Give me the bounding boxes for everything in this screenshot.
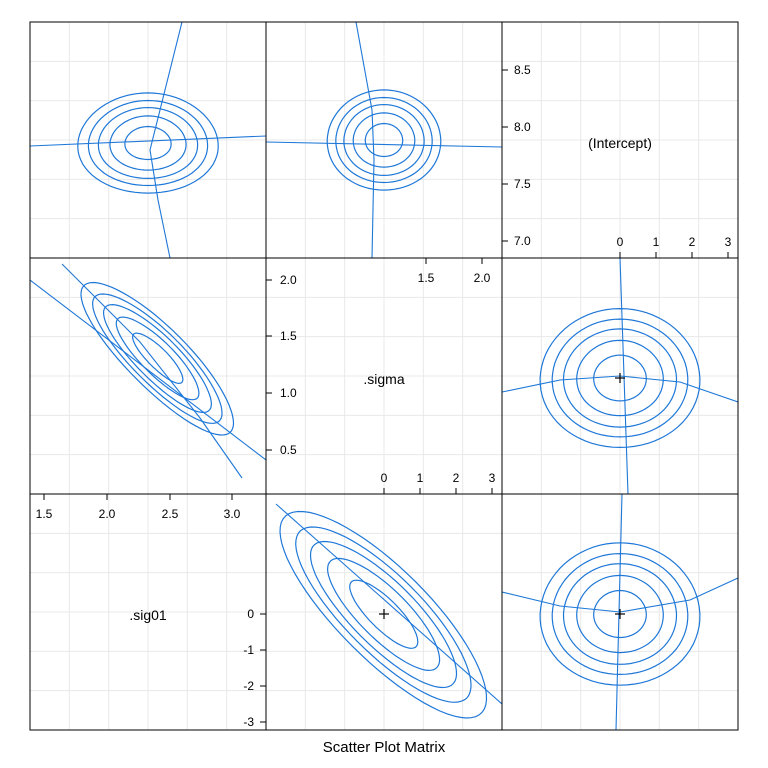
contour-sig01-intercept	[77, 92, 219, 194]
tick-label-sigma-zeta: 3	[489, 471, 496, 485]
tick-label-intercept-zeta: 3	[725, 235, 732, 249]
contour-zeta-sig01-sigma	[309, 540, 458, 689]
profile-trace	[30, 279, 266, 461]
panel-plot-area	[275, 503, 502, 719]
tick-label-sig01-zeta: -1	[243, 643, 254, 657]
contour-sig01-intercept	[124, 125, 172, 161]
tick-label-intercept-zeta: 0	[617, 235, 624, 249]
contour-zeta-sig01-sigma	[279, 510, 488, 719]
contour-zeta-sig01-sigma	[295, 526, 472, 703]
panel-plot-area	[30, 22, 266, 258]
contour-zeta-sig01-intercept	[551, 552, 689, 676]
contour-zeta-intercept-sigma	[562, 328, 678, 428]
contour-zeta-sig01-intercept	[593, 589, 647, 639]
tick-label-sigma-zeta: 0	[381, 471, 388, 485]
var-label-intercept: (Intercept)	[588, 135, 652, 151]
panel-plot-area	[502, 494, 738, 730]
tick-label-intercept-zeta: 2	[689, 235, 696, 249]
contour-sigma-intercept	[343, 103, 425, 177]
contour-sigma-intercept	[352, 112, 416, 168]
tick-label-intercept: 8.0	[514, 120, 531, 134]
tick-label-intercept: 7.5	[514, 177, 531, 191]
profile-trace	[61, 263, 243, 479]
profile-trace	[615, 494, 623, 730]
contour-zeta-sig01-intercept	[562, 563, 678, 665]
contour-sigma-intercept	[364, 122, 404, 158]
profile-trace	[355, 22, 375, 258]
tick-label-sigma-top: 2.0	[474, 271, 491, 285]
var-label-sig01: .sig01	[129, 607, 167, 623]
tick-label-sig01: 2.0	[99, 507, 116, 521]
x-axis-title: Scatter Plot Matrix	[323, 739, 446, 756]
contour-sig01-sigma	[102, 303, 213, 413]
panel-plot-area	[30, 263, 266, 479]
panel-plot-area	[266, 22, 502, 258]
contour-sigma-intercept	[326, 89, 442, 191]
tick-label-sigma: 1.5	[280, 329, 297, 343]
tick-label-intercept: 7.0	[514, 234, 531, 248]
contour-zeta-sig01-sigma	[326, 557, 441, 672]
tick-label-sig01-zeta: 0	[247, 607, 254, 621]
contour-zeta-intercept-sigma	[551, 318, 689, 438]
tick-label-sigma: 2.0	[280, 273, 297, 287]
profile-trace	[149, 22, 183, 258]
tick-label-intercept: 8.5	[514, 63, 531, 77]
contour-zeta-sig01-intercept	[576, 574, 664, 654]
contour-sig01-sigma	[131, 332, 184, 385]
tick-label-sigma-zeta: 1	[417, 471, 424, 485]
var-label-sigma: .sigma	[363, 371, 404, 387]
contour-zeta-intercept-sigma	[539, 307, 701, 449]
matrix-frame	[29, 21, 739, 731]
panel-plot-area	[502, 258, 738, 494]
tick-label-sigma-zeta: 2	[453, 471, 460, 485]
profile-trace	[30, 135, 266, 147]
profile-trace	[275, 503, 502, 705]
tick-label-sig01-zeta: -2	[243, 679, 254, 693]
contour-sig01-sigma	[80, 281, 235, 436]
tick-label-sig01: 2.5	[162, 507, 179, 521]
profile-trace	[266, 141, 502, 148]
contour-sig01-sigma	[115, 316, 200, 401]
tick-label-sigma: 0.5	[280, 443, 297, 457]
contour-sig01-sigma	[92, 293, 223, 424]
tick-label-intercept-zeta: 1	[653, 235, 660, 249]
tick-label-sig01: 1.5	[36, 507, 53, 521]
tick-label-sigma-top: 1.5	[418, 271, 435, 285]
tick-label-sigma: 1.0	[280, 386, 297, 400]
contour-zeta-intercept-sigma	[576, 339, 664, 417]
contour-zeta-sig01-intercept	[539, 542, 701, 686]
contour-sigma-intercept	[335, 96, 433, 184]
profile-trace	[619, 258, 629, 494]
tick-label-sig01-zeta: -3	[243, 715, 254, 729]
contour-zeta-sig01-sigma	[349, 579, 419, 649]
profile-contours	[30, 22, 738, 730]
tick-label-sig01: 3.0	[224, 507, 241, 521]
diagonal-ticks: 7.0 7.5 8.0 8.5 0 1 2 3 0.5 1.0 1.5 2.0 1.5 2.0 0 1 2 3 1.…	[36, 63, 732, 729]
